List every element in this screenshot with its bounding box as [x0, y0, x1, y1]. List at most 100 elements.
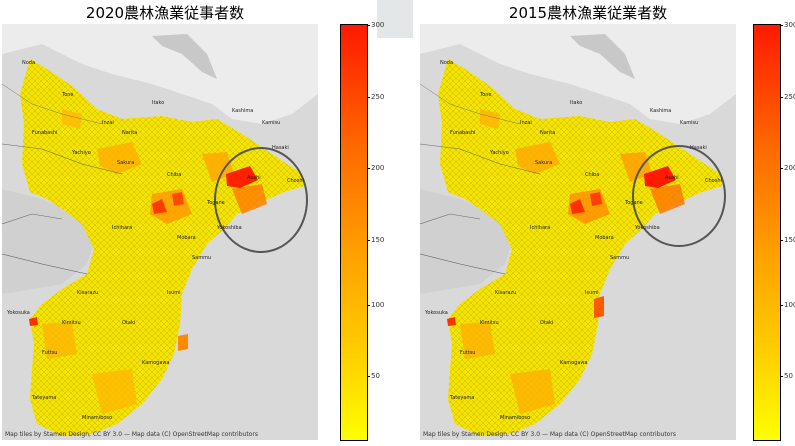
choropleth-map[interactable]: Noda Tone Inzai Narita Sakura Chiba Ichi…: [420, 24, 736, 440]
place-label: Funabashi: [450, 130, 475, 136]
district-orange: [92, 369, 137, 414]
place-label: Yokosuka: [424, 310, 448, 316]
map-svg: Noda Tone Inzai Narita Sakura Chiba Ichi…: [2, 24, 318, 440]
district-orange: [620, 152, 652, 182]
highlight-circle: [632, 145, 726, 247]
district-orange: [650, 184, 685, 214]
place-label: Hasaki: [690, 145, 707, 151]
place-label: Narita: [540, 130, 555, 136]
colorbar-tick-label: 200: [371, 164, 385, 172]
colorbar-tick-label: 50: [784, 372, 793, 380]
place-label: Inzai: [520, 120, 532, 126]
district-orange: [594, 296, 604, 318]
place-label: Narita: [122, 130, 137, 136]
panel-title: 2020農林漁業従事者数: [85, 4, 245, 22]
district-orange: [515, 142, 560, 174]
district-orange: [62, 109, 82, 129]
district-red: [644, 166, 676, 188]
place-label: Tone: [479, 92, 492, 98]
place-label: Yokoshiba: [216, 225, 242, 231]
road: [2, 213, 63, 225]
district-orange: [202, 152, 234, 182]
district-orange: [232, 184, 267, 214]
place-label: Sakura: [117, 160, 134, 166]
place-label: Choshi: [287, 178, 304, 184]
place-label: Kamogawa: [142, 360, 170, 366]
district-orange: [97, 142, 142, 174]
road: [420, 83, 521, 125]
place-label: Funabashi: [32, 130, 57, 136]
place-label: Tateyama: [31, 395, 56, 401]
district-red: [226, 166, 258, 188]
place-label: Kashima: [650, 108, 671, 114]
place-label: Inzai: [102, 120, 114, 126]
place-label: Futtsu: [460, 350, 475, 356]
colorbar-tick-label: 50: [371, 372, 380, 380]
place-label: Asahi: [665, 175, 679, 181]
lake: [152, 34, 217, 79]
place-label: Minamiboso: [500, 415, 530, 421]
road: [420, 253, 506, 275]
colorbar-tick-label: 300: [371, 21, 385, 29]
place-label: Minamiboso: [82, 415, 112, 421]
colorbar-tick-label: 100: [784, 301, 795, 309]
place-label: Mobara: [595, 235, 614, 241]
place-label: Itako: [152, 100, 164, 106]
place-label: Ichihara: [112, 225, 132, 231]
colorbar-tick-label: 300: [784, 21, 795, 29]
colorbar-tick-label: 250: [784, 93, 795, 101]
place-label: Noda: [440, 60, 453, 66]
place-label: Kisarazu: [495, 290, 516, 296]
place-label: Ichihara: [530, 225, 550, 231]
place-label: Mobara: [177, 235, 196, 241]
place-label: Sammu: [610, 255, 629, 261]
colorbar-tick-label: 200: [784, 164, 795, 172]
district-red: [29, 317, 38, 326]
place-label: Choshi: [705, 178, 722, 184]
place-label: Yachiyo: [489, 150, 509, 156]
place-label: Itako: [570, 100, 582, 106]
place-label: Kashima: [232, 108, 253, 114]
place-label: Togane: [206, 200, 225, 206]
map-svg: Noda Tone Inzai Narita Sakura Chiba Ichi…: [420, 24, 736, 440]
place-label: Chiba: [167, 172, 181, 178]
choropleth-map[interactable]: Noda Tone Inzai Narita Sakura Chiba Ichi…: [2, 24, 318, 440]
map-attribution: Map tiles by Stamen Design, CC BY 3.0 — …: [5, 431, 258, 438]
district-red: [590, 192, 602, 206]
place-label: Kamisu: [262, 120, 280, 126]
road: [2, 143, 123, 175]
place-label: Otaki: [540, 320, 553, 326]
road: [420, 143, 541, 175]
colorbar-tick-label: 150: [371, 236, 385, 244]
place-label: Kimitsu: [62, 320, 81, 326]
district-orange: [42, 322, 77, 359]
district-red: [447, 317, 456, 326]
district-orange: [510, 369, 555, 414]
place-label: Yachiyo: [71, 150, 91, 156]
place-label: Kamisu: [680, 120, 698, 126]
place-label: Yokosuka: [6, 310, 30, 316]
place-label: Kimitsu: [480, 320, 499, 326]
colorbar: [753, 24, 781, 441]
road: [420, 213, 481, 225]
road: [2, 83, 103, 125]
colorbar-tick-label: 150: [784, 236, 795, 244]
lake: [570, 34, 635, 79]
colorbar-tick-label: 100: [371, 301, 385, 309]
place-label: Sammu: [192, 255, 211, 261]
northern-land: [420, 24, 736, 124]
district-red: [152, 199, 167, 214]
district-red: [570, 199, 585, 214]
place-label: Futtsu: [42, 350, 57, 356]
district-orange: [460, 322, 495, 359]
map-panel-2015: 2015農林漁業従業者数: [418, 0, 795, 446]
place-label: Togane: [624, 200, 643, 206]
place-label: Asahi: [247, 175, 261, 181]
highlight-circle: [214, 147, 308, 253]
place-label: Kamogawa: [560, 360, 588, 366]
colorbar-tick-label: 250: [371, 93, 385, 101]
place-label: Isumi: [167, 290, 181, 296]
divider-block: [377, 0, 413, 38]
district-orange: [178, 334, 188, 351]
map-attribution: Map tiles by Stamen Design, CC BY 3.0 — …: [423, 431, 676, 438]
